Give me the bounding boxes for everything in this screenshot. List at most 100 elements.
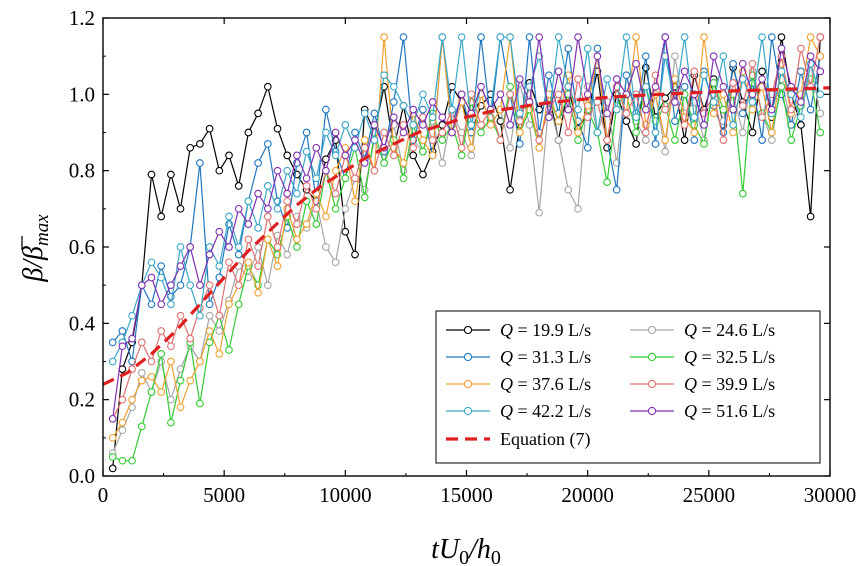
data-point (496, 33, 505, 41)
data-point (399, 33, 408, 41)
data-point (438, 113, 447, 122)
data-point (312, 143, 321, 152)
data-point (322, 105, 330, 114)
legend-label: Q = 24.6 L/s (684, 320, 775, 340)
data-point (176, 262, 185, 270)
data-point (254, 109, 262, 118)
data-point (583, 143, 592, 152)
data-point (438, 128, 447, 137)
data-point (515, 117, 524, 125)
series-8 (103, 86, 830, 386)
data-point (690, 128, 699, 137)
data-point (690, 67, 699, 76)
data-point (167, 300, 175, 309)
data-point (457, 90, 466, 99)
data-point (341, 227, 350, 236)
legend-label: Q = 32.5 L/s (684, 347, 775, 367)
data-point (806, 105, 815, 114)
x-tick-label: 10000 (319, 483, 372, 507)
data-point (719, 105, 728, 114)
data-point (205, 327, 214, 335)
data-point (118, 418, 127, 427)
data-point (108, 433, 117, 442)
data-point (419, 136, 427, 144)
data-point (176, 376, 185, 385)
data-point (467, 90, 476, 99)
data-point (254, 224, 262, 232)
data-point (302, 220, 311, 228)
data-point (137, 338, 146, 347)
data-point (380, 159, 388, 167)
legend-swatch-marker (463, 352, 473, 362)
data-point (263, 204, 272, 213)
data-point (128, 456, 136, 465)
data-point (293, 220, 301, 228)
data-point (574, 75, 582, 83)
data-point (603, 109, 611, 118)
data-point (428, 98, 437, 106)
data-point (389, 82, 398, 91)
data-point (632, 113, 640, 122)
data-point (234, 300, 243, 309)
data-point (515, 109, 524, 118)
y-axis-title: β/βmax (18, 214, 53, 283)
data-point (263, 235, 272, 244)
data-point (312, 220, 321, 228)
data-point (128, 395, 136, 404)
data-point (225, 300, 233, 309)
data-point (806, 212, 815, 221)
data-point (680, 67, 689, 76)
data-point (360, 193, 369, 202)
data-point (273, 124, 282, 133)
data-point (671, 75, 679, 83)
data-point (225, 212, 233, 221)
data-point (729, 59, 737, 68)
data-point (322, 243, 330, 251)
data-point (215, 311, 224, 320)
data-point (157, 388, 166, 396)
legend-item: Q = 31.3 L/s (446, 347, 591, 367)
data-point (787, 136, 796, 144)
data-point (467, 151, 476, 160)
data-point (176, 204, 185, 213)
data-point (816, 109, 825, 118)
x-tick-label: 0 (98, 483, 109, 507)
data-point (157, 350, 166, 358)
data-point (157, 262, 166, 270)
data-point (167, 357, 175, 366)
legend-item: Q = 32.5 L/s (630, 347, 775, 367)
data-point (690, 136, 699, 144)
data-point (370, 166, 379, 175)
data-point (816, 52, 825, 61)
data-point (234, 182, 243, 190)
data-point (399, 128, 408, 137)
data-point (641, 105, 650, 114)
data-point (709, 109, 718, 118)
data-point (302, 174, 311, 183)
data-point (157, 273, 166, 282)
data-point (564, 44, 573, 53)
data-point (273, 204, 282, 213)
data-point (225, 258, 233, 267)
data-point (234, 204, 243, 213)
data-point (709, 79, 718, 87)
data-point (283, 250, 292, 259)
data-point (554, 33, 563, 41)
legend-label: Q = 19.9 L/s (500, 320, 591, 340)
data-point (738, 101, 747, 110)
data-point (293, 243, 301, 251)
data-point (137, 422, 146, 431)
data-point (167, 281, 175, 290)
data-point (535, 143, 544, 152)
data-point (767, 105, 776, 114)
data-point (758, 33, 766, 41)
data-point (244, 235, 253, 244)
legend: Q = 19.9 L/s Q = 24.6 L/s Q = 31.3 L/s Q = … (435, 310, 821, 464)
data-point (709, 98, 718, 106)
data-point (603, 136, 611, 144)
legend-label: Q = 31.3 L/s (500, 347, 591, 367)
data-point (467, 121, 476, 129)
data-point (147, 388, 156, 396)
data-point (767, 128, 776, 137)
data-point (118, 456, 127, 465)
